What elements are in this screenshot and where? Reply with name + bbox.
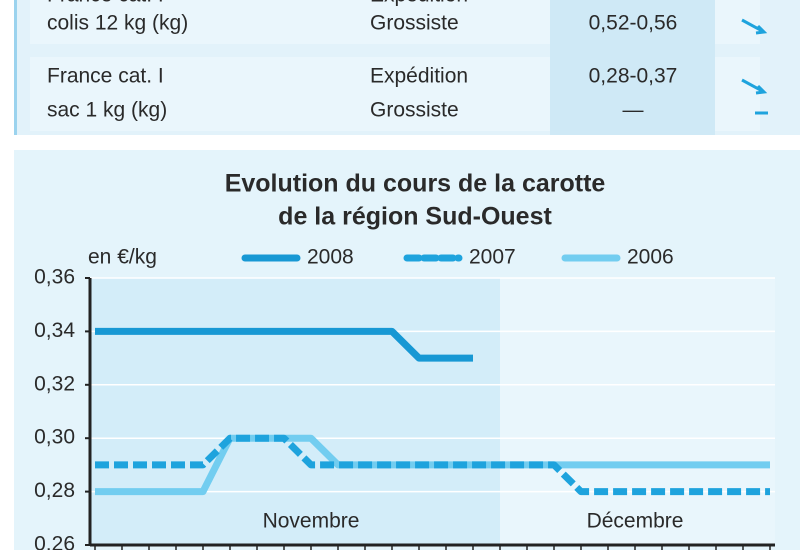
- product: France cat. I: [47, 65, 164, 88]
- price: —: [623, 99, 644, 122]
- product: colis 12 kg (kg): [47, 12, 188, 35]
- stage: Grossiste: [370, 99, 459, 122]
- trend-arrow: [741, 78, 768, 95]
- legend-label: 2008: [307, 246, 354, 269]
- month-label: Novembre: [263, 510, 360, 533]
- price: 0,28-0,37: [589, 65, 678, 88]
- trend-arrow: [741, 18, 768, 35]
- series-line: [95, 434, 770, 496]
- product: France cat. I: [47, 0, 164, 7]
- stage: Grossiste: [370, 12, 459, 35]
- price: 0,52-0,56: [589, 12, 678, 35]
- month-band: [500, 278, 775, 545]
- y-tick-label: 0,30: [34, 426, 75, 449]
- stage: Expédition: [370, 65, 468, 88]
- y-tick-label: 0,26: [34, 533, 75, 550]
- table-border: [14, 0, 17, 135]
- series-line: [95, 434, 770, 496]
- y-tick-label: 0,28: [34, 479, 75, 502]
- series-line: [95, 327, 473, 362]
- price-column: [550, 0, 715, 135]
- y-axis-label: en €/kg: [88, 246, 157, 269]
- legend-label: 2006: [627, 246, 674, 269]
- product: sac 1 kg (kg): [47, 99, 167, 122]
- y-tick-label: 0,34: [34, 319, 75, 342]
- month-label: Décembre: [587, 510, 684, 533]
- chart-title: Evolution du cours de la carotte: [225, 170, 606, 198]
- stage: Expédition: [370, 0, 468, 7]
- month-band: [90, 278, 500, 545]
- chart-title: de la région Sud-Ouest: [278, 203, 552, 231]
- legend-label: 2007: [469, 246, 516, 269]
- y-tick-label: 0,32: [34, 372, 75, 395]
- y-tick-label: 0,36: [34, 266, 75, 289]
- content: France cat. I colis 12 kg (kg) Expédition G…: [34, 0, 775, 555]
